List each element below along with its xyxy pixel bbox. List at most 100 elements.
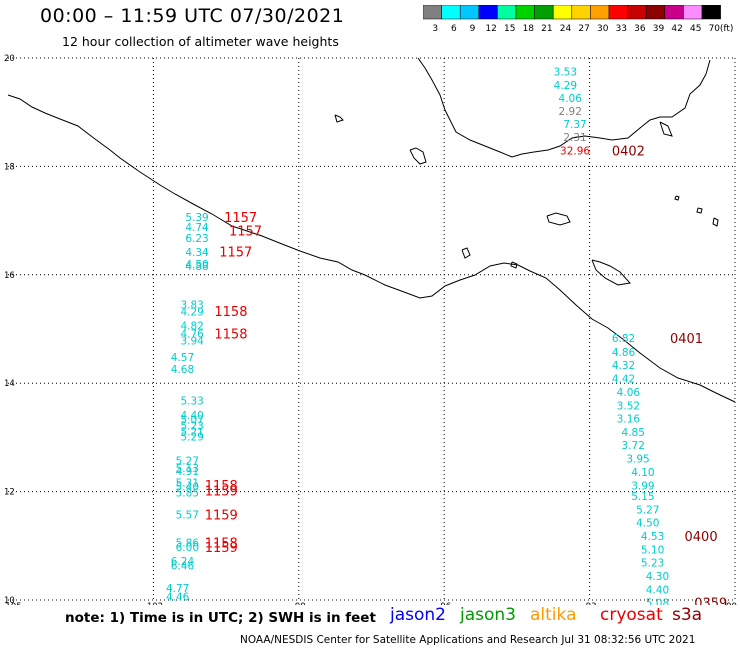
gulf-coastline <box>417 57 711 158</box>
y-tick-label: 18 <box>4 162 15 172</box>
satellite-label-altika: altika <box>530 605 577 625</box>
swh-value: 2.31 <box>563 132 586 144</box>
swh-value: 6.24 <box>171 556 195 568</box>
swh-value: 4.85 <box>622 427 645 439</box>
colorbar-tick-label: 70 <box>709 24 721 34</box>
swh-value: 6.46 <box>171 560 195 572</box>
time-stamp: 1159 <box>205 485 238 500</box>
y-tick-label: 10 <box>4 596 15 605</box>
colorbar-tick-label: 45 <box>690 24 701 34</box>
island-5 <box>334 114 344 123</box>
swh-value: 3.95 <box>626 454 649 466</box>
y-tick-label: 14 <box>4 379 15 389</box>
swh-value: 5.10 <box>641 545 664 557</box>
swh-value: 5.08 <box>646 598 669 605</box>
island-9 <box>696 207 703 214</box>
footer-note: note: 1) Time is in UTC; 2) SWH is in fe… <box>65 610 376 626</box>
satellite-label-jason3: jason3 <box>460 605 516 625</box>
swh-value: 4.42 <box>612 373 635 385</box>
island-1 <box>409 147 427 165</box>
colorbar-tick-label: 24 <box>560 24 572 34</box>
time-stamp: 1157 <box>224 211 257 226</box>
island-6 <box>659 121 673 137</box>
colorbar-tick-label: 12 <box>485 24 496 34</box>
time-stamp: 1158 <box>214 305 247 320</box>
swh-value: 4.34 <box>185 247 209 259</box>
colorbar-tick-label: 36 <box>634 24 646 34</box>
colorbar-legend: 3 6 9 12 15 18 21 24 27 30 33 36 39 42 45 70 (ft) <box>423 5 733 34</box>
swh-value: 4.88 <box>185 261 208 273</box>
pacific-coastline <box>7 94 736 403</box>
island-7 <box>712 217 719 227</box>
time-stamp: 1158 <box>214 327 247 342</box>
time-stamp: 0402 <box>612 145 645 160</box>
swh-value: 4.10 <box>631 467 654 479</box>
swh-value: 32.96 <box>560 146 590 158</box>
time-stamp: 1158 <box>205 479 238 494</box>
y-tick-label: 16 <box>4 271 15 281</box>
colorbar-tick-label: 18 <box>523 24 535 34</box>
y-tick-label: 12 <box>4 488 15 498</box>
swh-value: 5.40 <box>176 482 199 494</box>
swh-value: 6.00 <box>176 542 199 554</box>
map-frame <box>8 58 735 600</box>
swh-value: 4.30 <box>646 571 669 583</box>
swh-value: 5.31 <box>176 477 199 489</box>
island-2 <box>546 212 571 226</box>
swh-value: 5.86 <box>176 538 200 550</box>
x-tick-label: -96 <box>437 602 451 605</box>
swh-value: 4.50 <box>636 517 659 529</box>
colorbar-tick-label: 3 <box>432 24 438 34</box>
time-stamp: 0359 <box>694 597 727 605</box>
swh-value: 4.76 <box>180 328 204 340</box>
swh-value: 4.68 <box>171 364 194 376</box>
swh-value: 3.99 <box>631 481 654 493</box>
swh-value: 5.13 <box>176 463 199 475</box>
swh-value: 5.23 <box>641 558 664 570</box>
x-tick-label: -105 <box>2 602 21 605</box>
swh-value: 5.21 <box>180 426 203 438</box>
swh-value: 3.52 <box>617 400 640 412</box>
colorbar-tick-label: 9 <box>470 24 476 34</box>
time-stamp: 1159 <box>205 508 238 523</box>
swh-value: 4.77 <box>166 583 189 595</box>
credits: NOAA/NESDIS Center for Satellite Applica… <box>240 634 696 646</box>
colorbar-unit: (ft) <box>720 24 733 34</box>
swh-value: 4.57 <box>171 352 194 364</box>
swh-value: 5.29 <box>180 431 203 443</box>
swh-value: 4.82 <box>180 321 203 333</box>
x-tick-label: -102 <box>144 602 163 605</box>
swh-value: 3.72 <box>622 440 645 452</box>
graticule <box>8 57 736 601</box>
swh-value: 4.32 <box>612 360 635 372</box>
x-tick-label: -99 <box>292 602 306 605</box>
swh-value: 4.06 <box>559 93 583 105</box>
swh-value: 5.27 <box>636 504 659 516</box>
swh-value: 5.39 <box>185 212 208 224</box>
swh-value: 7.37 <box>563 119 586 131</box>
swh-value: 5.15 <box>631 491 654 503</box>
swh-value: 5.23 <box>180 420 203 432</box>
swh-value: 4.40 <box>646 585 669 597</box>
time-stamp: 0401 <box>670 332 703 347</box>
island-10 <box>510 261 518 269</box>
swh-value: 5.07 <box>180 415 203 427</box>
colorbar-tick-label: 42 <box>671 24 682 34</box>
satellite-label-s3a: s3a <box>672 605 703 625</box>
swh-value: 4.29 <box>180 307 203 319</box>
colorbar-swatch <box>701 5 721 20</box>
swh-value: 6.23 <box>185 233 208 245</box>
wave-height-map: 5.394.746.234.344.504.881157115711573.83… <box>2 54 737 605</box>
swh-value: 4.06 <box>617 387 641 399</box>
colorbar-tick-label: 15 <box>504 24 515 34</box>
swh-value: 3.16 <box>617 413 641 425</box>
swh-value: 6.82 <box>612 333 635 345</box>
swh-value: 3.94 <box>180 335 204 347</box>
x-tick-label: -93 <box>583 602 597 605</box>
swh-value: 4.46 <box>166 592 190 604</box>
colorbar-tick-label: 6 <box>451 24 457 34</box>
x-tick-label: -90 <box>723 602 737 605</box>
swh-value: 4.86 <box>612 347 636 359</box>
swh-value: 4.50 <box>185 259 208 271</box>
time-stamp: 1158 <box>205 537 238 552</box>
